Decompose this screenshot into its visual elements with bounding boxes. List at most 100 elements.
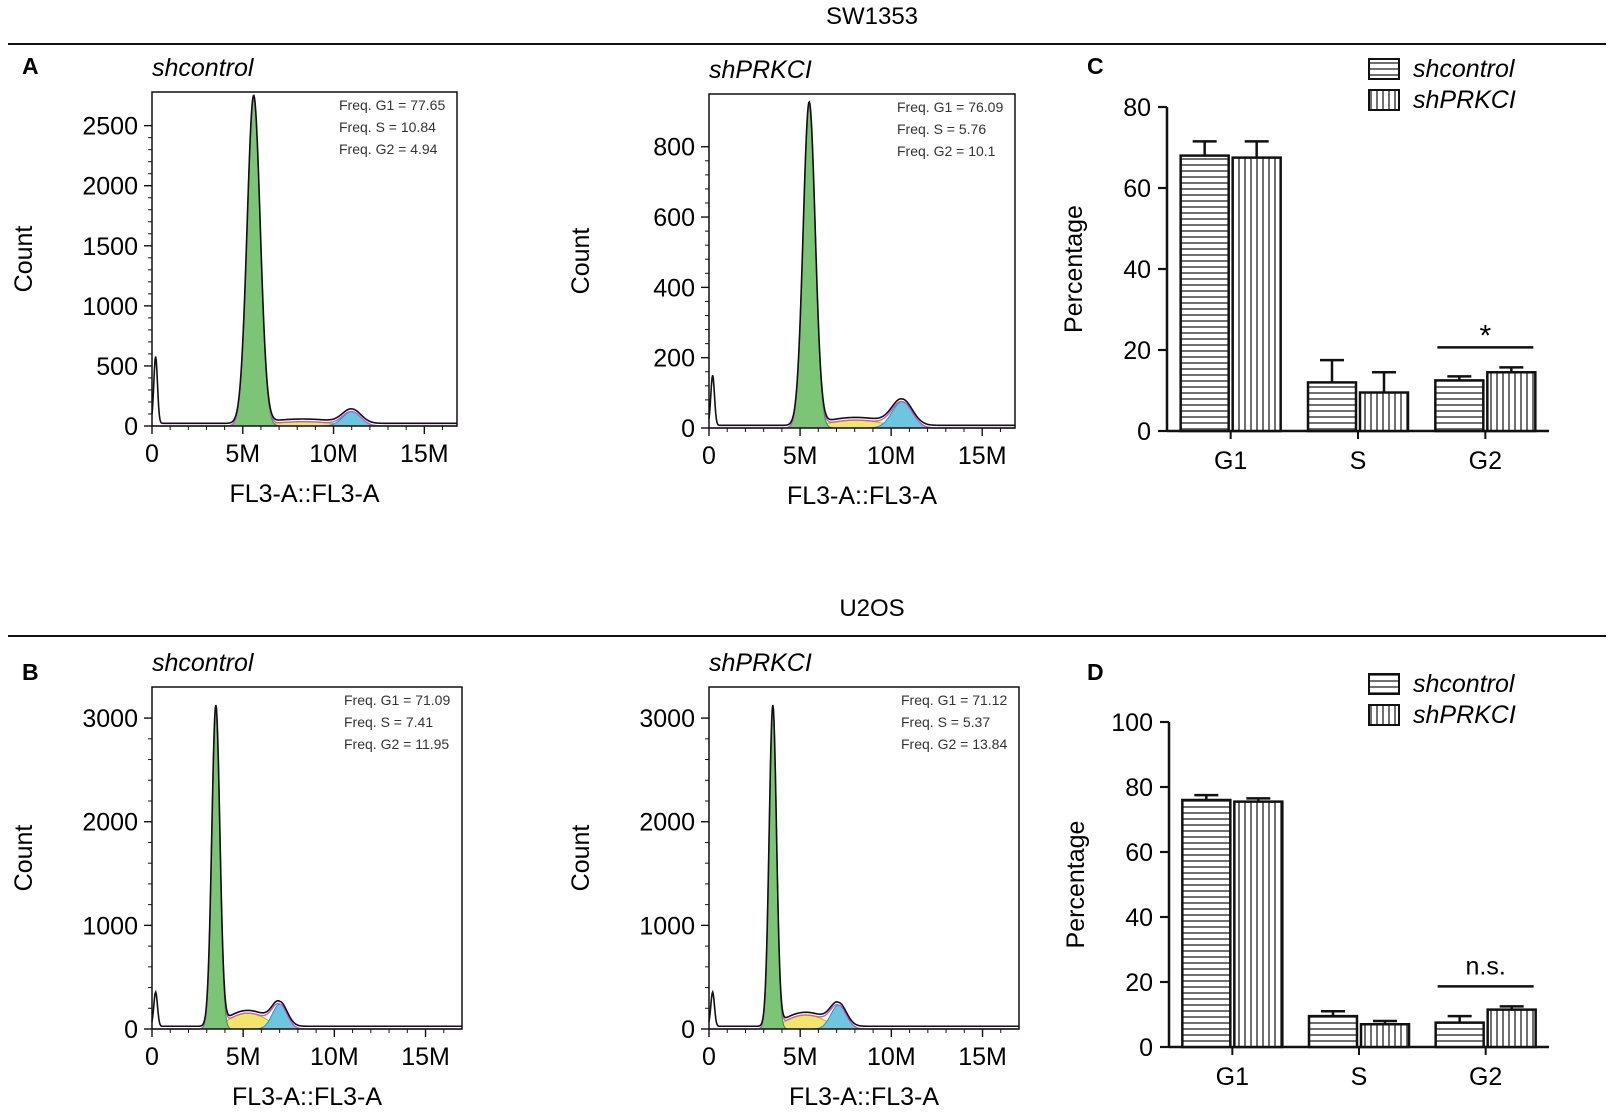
histogram-a-shcontrol: 0 500 1000 1500 2000 2500 0 5M 10M 15M shcontrol FL… [10,54,458,508]
bar-shprkci-g1 [1233,800,1284,1049]
x-tick-label: 5M [226,1043,261,1071]
x-tick-label: 0 [702,1043,716,1071]
model-fit-line [709,707,1019,1030]
freq-annotation: Freq. G2 = 11.95 [344,736,449,752]
x-tick-label: 0 [145,1043,159,1071]
y-tick-label: 40 [1123,256,1151,284]
histogram-title: shcontrol [152,54,255,82]
freq-annotation: Freq. G1 = 71.09 [344,692,450,708]
x-axis-label: FL3-A::FL3-A [789,1083,939,1111]
legend-swatch [1368,704,1400,726]
freq-annotation: Freq. G1 = 77.65 [339,97,445,113]
panel-label-c: C [1087,53,1104,79]
panel-label-d: D [1087,659,1104,685]
legend-swatch [1368,89,1400,111]
y-tick-label: 40 [1125,904,1153,932]
y-axis-label: Percentage [1062,821,1090,949]
legend-swatch [1368,58,1400,80]
x-tick-label: 15M [401,1043,450,1071]
bar-chart-d: 0 20 40 60 80 100 Percentage G1 S G2 n.s. shcontrol… [1062,670,1549,1091]
x-tick-label: 10M [867,442,916,470]
x-tick-label: 5M [783,442,818,470]
plot-frame [708,686,1020,1030]
y-tick-label: 500 [96,353,138,381]
y-tick-label: 800 [653,134,695,162]
x-axis-label: FL3-A::FL3-A [232,1083,382,1111]
y-tick-label: 80 [1123,94,1151,122]
significance-label: n.s. [1466,952,1506,980]
y-axis-label: Count [567,825,595,892]
y-tick-label: 60 [1123,175,1151,203]
bar-shcontrol-g2 [1434,1021,1485,1049]
y-axis-label: Count [10,825,38,892]
y-tick-label: 3000 [82,705,138,733]
x-tick-label: 5M [783,1043,818,1071]
y-tick-label: 0 [681,1016,695,1044]
y-tick-label: 1000 [82,912,138,940]
histogram-data-line [151,704,462,1028]
g2-peak-area [152,1003,462,1030]
freq-annotation: Freq. G2 = 13.84 [901,736,1007,752]
section-title-sw1353: SW1353 [826,3,918,30]
freq-annotation: Freq. G2 = 4.94 [339,141,438,157]
x-tick-label: 0 [145,440,159,468]
x-axis-label: FL3-A::FL3-A [787,482,937,510]
y-tick-label: 1000 [639,912,695,940]
plot-frame [708,93,1016,429]
bar-shprkci-g2 [1486,371,1537,433]
freq-annotation: Freq. G1 = 71.12 [901,692,1007,708]
legend-label: shcontrol [1413,55,1516,83]
y-tick-label: 20 [1123,337,1151,365]
bar-shcontrol-s [1307,1014,1359,1049]
y-tick-label: 0 [124,1016,138,1044]
histogram-title: shPRKCI [709,649,812,677]
y-tick-label: 0 [1137,418,1151,446]
panel-label-b: B [22,659,39,685]
plot-frame [151,686,463,1030]
y-tick-label: 3000 [639,705,695,733]
histogram-title: shPRKCI [709,56,812,84]
panel-label-a: A [22,53,39,79]
bar-chart-c: 0 20 40 60 80 Percentage G1 S G2 * shcontrol shPRKC… [1060,55,1549,475]
bar-shcontrol-s [1306,381,1358,433]
bar-shprkci-s [1359,1023,1411,1049]
x-tick-label: G1 [1216,1063,1249,1091]
legend-label: shPRKCI [1413,86,1516,114]
x-tick-label: 5M [225,440,260,468]
x-tick-label: 10M [309,440,358,468]
y-axis-label: Percentage [1060,205,1088,333]
legend-swatch [1368,673,1400,695]
x-tick-label: S [1351,1063,1368,1091]
freq-annotation: Freq. G1 = 76.09 [897,99,1003,115]
histogram-data-line [151,94,457,425]
plot-frame [151,91,458,427]
y-tick-label: 2000 [82,809,138,837]
significance-label: * [1479,319,1491,352]
freq-annotation: Freq. G2 = 10.1 [897,143,996,159]
y-tick-label: 0 [1139,1034,1153,1062]
legend-label: shPRKCI [1413,701,1516,729]
y-tick-label: 2000 [639,809,695,837]
freq-annotation: Freq. S = 10.84 [339,119,436,135]
x-tick-label: S [1350,447,1367,475]
y-axis-label: Count [567,228,595,295]
freq-annotation: Freq. S = 5.76 [897,121,986,137]
histogram-data-line [708,100,1015,427]
histogram-data-line [708,704,1019,1028]
y-tick-label: 0 [124,413,138,441]
x-tick-label: G2 [1469,447,1502,475]
x-tick-label: 10M [310,1043,359,1071]
y-tick-label: 400 [653,274,695,302]
y-tick-label: 60 [1125,839,1153,867]
g1-peak-area [709,707,1019,1030]
y-tick-label: 2000 [82,173,138,201]
y-tick-label: 0 [681,415,695,443]
y-axis-label: Count [10,226,38,293]
x-tick-label: 15M [400,440,449,468]
y-tick-label: 600 [653,204,695,232]
x-tick-label: 0 [702,442,716,470]
y-tick-label: 2500 [82,113,138,141]
